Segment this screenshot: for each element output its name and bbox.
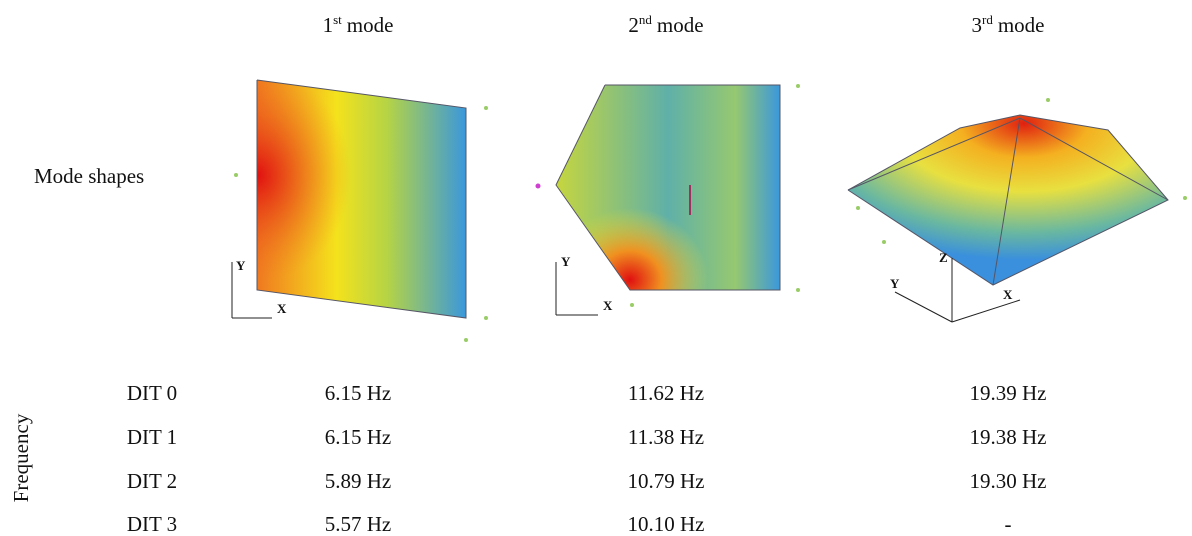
axis-label: X [277, 301, 287, 316]
frequency-cell: 5.89 Hz [325, 469, 392, 493]
mode-number: 2 [628, 13, 639, 37]
axis-label: Y [236, 258, 246, 273]
frequency-cell: 19.30 Hz [970, 469, 1047, 493]
axis-label: X [1003, 287, 1013, 302]
mode-shape-3: Z Y X [848, 98, 1187, 322]
node [1183, 196, 1187, 200]
frequency-cell: 10.79 Hz [628, 469, 705, 493]
frequency-cell: 5.57 Hz [325, 512, 392, 536]
axis-label: Z [939, 250, 948, 265]
node [630, 303, 634, 307]
mode-shape-1: Y X [232, 80, 488, 342]
mode-suffix: st [333, 12, 342, 27]
row-header: DIT 1 [127, 425, 177, 449]
row-header: DIT 2 [127, 469, 177, 493]
node [882, 240, 886, 244]
axis [895, 292, 952, 322]
mode-label: mode [347, 13, 394, 37]
node [484, 106, 488, 110]
node [484, 316, 488, 320]
body: {"header": {"modes": [ {"number": "1", "… [0, 0, 1192, 536]
row-header: DIT 0 [127, 381, 177, 405]
mode-suffix: rd [982, 12, 993, 27]
axis-label: X [603, 298, 613, 313]
frequency-cell: 11.38 Hz [628, 425, 704, 449]
axis-label: Y [561, 254, 571, 269]
mode-suffix: nd [639, 12, 653, 27]
surface [848, 115, 1168, 285]
node [1046, 98, 1050, 102]
node [536, 184, 541, 189]
frequency-cell: 10.10 Hz [628, 512, 705, 536]
frequency-cell: 6.15 Hz [325, 425, 392, 449]
axis-label: Y [890, 276, 900, 291]
row-label: Mode shapes [34, 164, 144, 188]
page: Mode shapes html, body { margin: 0; padd… [0, 0, 1192, 536]
mode-number: 1 [323, 13, 334, 37]
row-header: DIT 3 [127, 512, 177, 536]
side-label: Frequency [9, 413, 33, 502]
node [796, 288, 800, 292]
frequency-table: DIT 0 6.15 Hz 11.62 Hz 19.39 Hz DIT 1 6.15 Hz… [127, 381, 1047, 536]
frequency-cell: - [1005, 512, 1012, 536]
frequency-cell: 6.15 Hz [325, 381, 392, 405]
node [464, 338, 468, 342]
mode-label: mode [657, 13, 704, 37]
node [234, 173, 238, 177]
surface-hot [257, 80, 466, 318]
mode-label: mode [998, 13, 1045, 37]
mode-shape-2: Y X [536, 84, 801, 315]
node [856, 206, 860, 210]
frequency-cell: 19.38 Hz [970, 425, 1047, 449]
node [796, 84, 800, 88]
mode-number: 3 [972, 13, 983, 37]
frequency-cell: 11.62 Hz [628, 381, 704, 405]
axis [952, 300, 1020, 322]
frequency-cell: 19.39 Hz [970, 381, 1047, 405]
figure: 1stmode 2ndmode 3rdmode Mode shapes Y X … [0, 0, 1192, 536]
